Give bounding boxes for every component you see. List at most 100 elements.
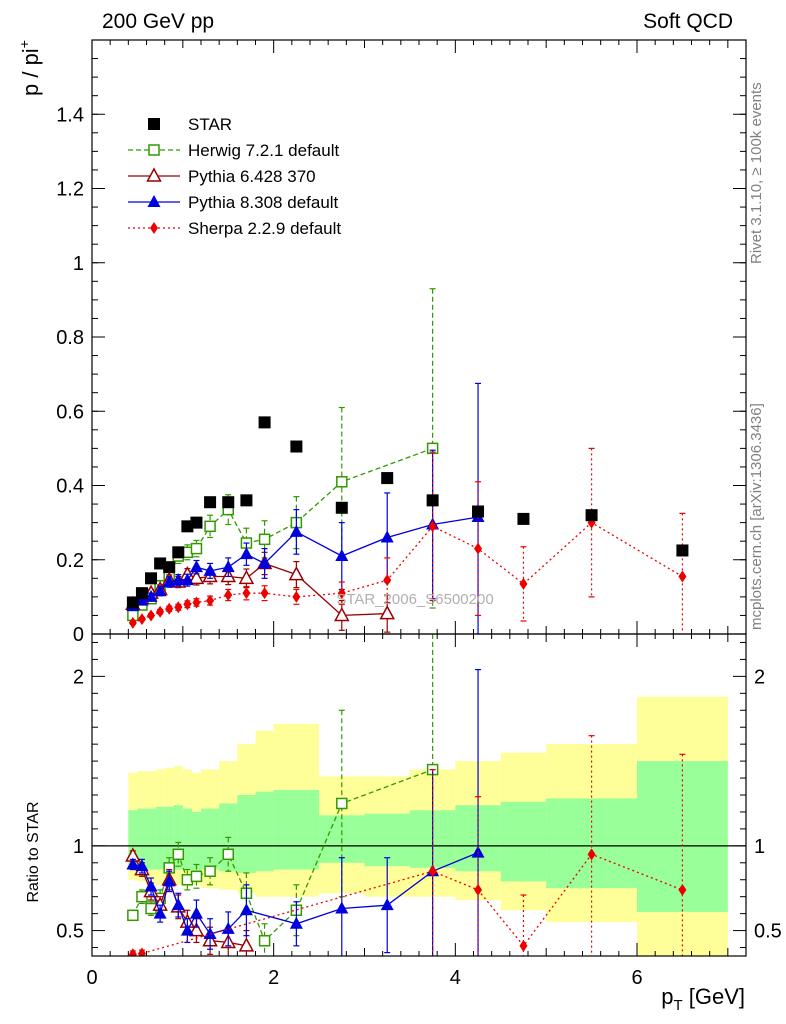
main-point-sherpa-2-2-9-default bbox=[147, 609, 156, 622]
y-tick-label-right: 2 bbox=[754, 666, 765, 688]
ratio-point-herwig-7-2-1-default bbox=[222, 848, 234, 861]
ratio-point-sherpa-2-2-9-default bbox=[678, 883, 687, 896]
rivet-version-label: Rivet 3.1.10, ≥ 100k events bbox=[748, 82, 765, 264]
main-point-sherpa-2-2-9-default bbox=[128, 616, 137, 629]
ratio-band-inner bbox=[237, 795, 256, 873]
main-point-pythia-8-308-default bbox=[289, 524, 303, 537]
x-tick-label: 2 bbox=[268, 967, 279, 989]
main-point-sherpa-2-2-9-default bbox=[678, 570, 687, 583]
ratio-band-inner bbox=[155, 806, 165, 870]
ratio-band-inner bbox=[201, 808, 220, 870]
main-point-pythia-6-428-370 bbox=[379, 605, 395, 620]
main-point-star bbox=[126, 596, 139, 609]
main-point-star bbox=[222, 496, 235, 509]
main-point-sherpa-2-2-9-default bbox=[192, 596, 201, 609]
main-point-pythia-8-308-default bbox=[335, 549, 349, 562]
ratio-band-inner bbox=[146, 808, 156, 870]
ratio-band-inner bbox=[255, 791, 274, 872]
analysis-watermark: STAR_2006_S6500200 bbox=[336, 591, 493, 608]
main-point-sherpa-2-2-9-default bbox=[260, 587, 269, 600]
main-point-sherpa-2-2-9-default bbox=[165, 602, 174, 615]
main-point-pythia-8-308-default bbox=[180, 573, 194, 586]
ratio-axes: 0.5 1 2 0.5 1 2 0 2 4 6 bbox=[56, 633, 782, 989]
legend: STAR Herwig 7.2.1 default Pythia 6.428 370… bbox=[128, 115, 341, 238]
main-point-pythia-6-428-370 bbox=[288, 566, 305, 581]
ratio-point-herwig-7-2-1-default bbox=[336, 797, 348, 810]
y-tick-label: 1.4 bbox=[56, 104, 84, 126]
ratio-point-pythia-8-308-default bbox=[239, 903, 253, 916]
x-tick-label: 6 bbox=[631, 967, 642, 989]
legend-entry-pythia-8-308-default: Pythia 8.308 default bbox=[128, 193, 339, 212]
ratio-point-herwig-7-2-1-default bbox=[204, 865, 216, 878]
x-axis-label-p: p bbox=[661, 984, 673, 1009]
main-point-star bbox=[335, 501, 348, 514]
main-point-sherpa-2-2-9-default bbox=[206, 594, 215, 607]
ratio-point-pythia-8-308-default bbox=[380, 898, 394, 911]
main-point-pythia-8-308-default bbox=[171, 573, 185, 586]
y-tick-label: 0.2 bbox=[56, 550, 84, 572]
ratio-point-sherpa-2-2-9-default bbox=[474, 883, 483, 896]
legend-marker bbox=[150, 222, 158, 234]
ratio-point-sherpa-2-2-9-default bbox=[137, 947, 146, 956]
legend-entry-herwig-7-2-1-default: Herwig 7.2.1 default bbox=[128, 141, 339, 160]
legend-marker bbox=[148, 118, 160, 130]
ratio-point-pythia-8-308-default bbox=[126, 857, 140, 870]
main-point-star bbox=[517, 512, 530, 525]
ratio-series bbox=[125, 634, 687, 956]
x-axis-label: pT [GeV] bbox=[661, 984, 745, 1014]
main-point-star bbox=[240, 494, 253, 507]
legend-entry-pythia-6-428-370: Pythia 6.428 370 bbox=[128, 167, 316, 186]
ratio-point-pythia-8-308-default bbox=[289, 916, 303, 929]
main-series-sherpa-2-2-9-default bbox=[128, 447, 687, 634]
ratio-point-pythia-8-308-default bbox=[180, 923, 194, 936]
ratio-point-herwig-7-2-1-default bbox=[190, 870, 203, 883]
ratio-band-inner bbox=[546, 798, 637, 889]
main-point-star bbox=[154, 557, 167, 570]
main-point-star bbox=[290, 440, 303, 453]
y-tick-label: 2 bbox=[73, 666, 84, 688]
main-point-pythia-6-428-370 bbox=[188, 569, 205, 585]
main-point-sherpa-2-2-9-default bbox=[183, 598, 192, 611]
y-tick-label: 1 bbox=[73, 836, 84, 858]
main-series bbox=[125, 288, 689, 634]
main-point-star bbox=[676, 544, 689, 557]
y-tick-label: 0.6 bbox=[56, 401, 84, 423]
main-point-sherpa-2-2-9-default bbox=[137, 613, 146, 626]
ratio-point-pythia-8-308-default bbox=[203, 926, 217, 939]
legend-label: Pythia 8.308 default bbox=[188, 193, 339, 212]
ratio-point-pythia-8-308-default bbox=[471, 845, 485, 858]
main-point-sherpa-2-2-9-default bbox=[292, 590, 301, 603]
y-tick-label: 1.2 bbox=[56, 179, 84, 201]
ratio-uncertainty-bands bbox=[92, 696, 746, 956]
x-axis-label-sub: T bbox=[673, 997, 682, 1014]
ratio-point-herwig-7-2-1-default bbox=[258, 934, 271, 947]
legend-marker bbox=[148, 144, 160, 156]
ratio-point-pythia-6-428-370 bbox=[188, 922, 205, 937]
main-point-star bbox=[145, 572, 158, 585]
ratio-point-sherpa-2-2-9-default bbox=[128, 948, 137, 956]
main-series-pythia-8-308-default bbox=[126, 382, 485, 634]
ratio-point-sherpa-2-2-9-default bbox=[519, 939, 528, 952]
ratio-band-inner bbox=[137, 808, 147, 870]
main-point-pythia-8-308-default bbox=[258, 556, 272, 569]
main-point-star bbox=[181, 520, 194, 533]
main-y-axis-label: p / pi+ bbox=[16, 40, 43, 96]
main-point-sherpa-2-2-9-default bbox=[428, 520, 437, 533]
ratio-point-sherpa-2-2-9-default bbox=[428, 865, 437, 878]
ratio-point-pythia-8-308-default bbox=[135, 859, 149, 872]
y-tick-label: 1 bbox=[73, 253, 84, 275]
main-point-sherpa-2-2-9-default bbox=[242, 587, 251, 600]
main-series-star bbox=[126, 416, 689, 609]
main-axes: 0 0.2 0.4 0.6 0.8 1 1.2 1.4 bbox=[56, 39, 747, 646]
main-point-pythia-6-428-370 bbox=[238, 569, 255, 585]
main-point-star bbox=[258, 416, 271, 429]
ratio-point-pythia-8-308-default bbox=[144, 879, 158, 892]
y-tick-label: 0.5 bbox=[56, 921, 84, 943]
header-energy-label: 200 GeV pp bbox=[102, 10, 214, 33]
main-point-sherpa-2-2-9-default bbox=[337, 587, 346, 600]
ratio-band-inner bbox=[164, 806, 174, 872]
y-tick-label-right: 1 bbox=[754, 836, 765, 858]
legend-entry-star: STAR bbox=[148, 115, 232, 134]
main-point-sherpa-2-2-9-default bbox=[174, 601, 183, 614]
